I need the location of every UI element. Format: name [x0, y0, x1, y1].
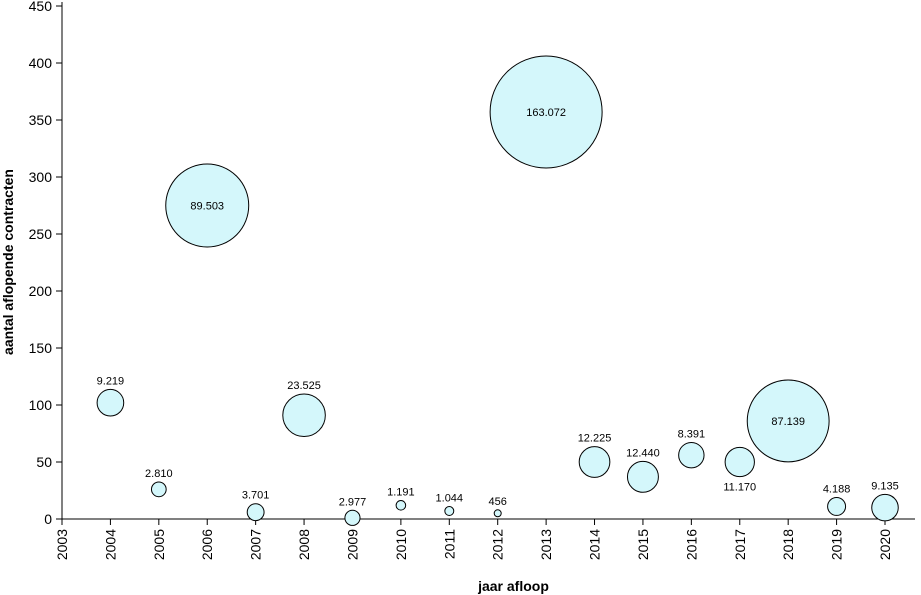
bubble [626, 460, 659, 493]
data-labels-group: 9.219 2.810 89.503 3.701 23.525 2.977 1.191 1.0… [97, 107, 899, 508]
data-label: 12.225 [578, 433, 612, 445]
bubble [282, 393, 326, 438]
data-label: 1.191 [387, 487, 415, 499]
x-tick-label: 2003 [54, 529, 70, 560]
y-tick-label: 450 [29, 0, 53, 14]
x-tick-label: 2019 [829, 529, 845, 560]
x-tick-label: 2005 [151, 529, 167, 560]
data-label: 163.072 [526, 107, 566, 119]
x-tick-label: 2020 [877, 529, 893, 560]
x-tick-label: 2017 [732, 529, 748, 560]
bubble [489, 55, 603, 169]
data-label: 23.525 [287, 380, 321, 392]
y-tick-label: 150 [29, 340, 53, 356]
x-tick-label: 2013 [538, 529, 554, 560]
bubble [150, 481, 167, 498]
x-tick-label: 2014 [587, 529, 603, 560]
data-label: 3.701 [242, 490, 270, 502]
x-tick-label: 2011 [441, 529, 457, 559]
data-label: 12.440 [626, 447, 660, 459]
y-axis-title: aantal aflopende contracten [0, 169, 16, 355]
x-tick-label: 2010 [393, 529, 409, 560]
data-label: 456 [489, 496, 507, 508]
y-tick-label: 50 [36, 454, 52, 470]
y-tick-label: 250 [29, 226, 53, 242]
bubble [746, 379, 830, 463]
x-tick-label: 2007 [248, 529, 264, 560]
bubble [827, 496, 847, 516]
bubble [871, 493, 899, 522]
data-label: 1.044 [436, 493, 464, 505]
bubble [395, 500, 407, 511]
data-label: 4.188 [823, 483, 851, 495]
y-tick-label: 350 [29, 112, 53, 128]
axes-group: 0 50 100 150 200 250 300 350 400 450 2003 2004 2005 2… [29, 0, 915, 560]
bubble [444, 506, 455, 517]
x-tick-label: 2006 [199, 529, 215, 560]
x-tick-label: 2015 [635, 529, 651, 560]
bubble [724, 446, 755, 478]
bubble [246, 503, 265, 522]
data-label: 87.139 [771, 416, 805, 428]
y-tick-label: 0 [44, 511, 52, 527]
data-label: 89.503 [190, 201, 224, 213]
bubble [344, 509, 361, 526]
y-tick-label: 300 [29, 169, 53, 185]
x-axis-title: jaar afloop [477, 578, 549, 594]
bubble [678, 441, 705, 469]
y-tick-label: 200 [29, 283, 53, 299]
x-tick-label: 2016 [683, 529, 699, 560]
data-label: 2.810 [145, 468, 173, 480]
x-tick-label: 2012 [490, 529, 506, 560]
bubble [493, 509, 502, 518]
y-tick-label: 100 [29, 397, 53, 413]
x-tick-label: 2008 [296, 529, 312, 560]
data-label: 2.977 [339, 496, 367, 508]
bubble [165, 163, 250, 248]
x-tick-label: 2018 [780, 529, 796, 560]
x-tick-label: 2004 [102, 529, 118, 560]
data-label: 9.135 [871, 480, 899, 492]
bubble [96, 388, 125, 417]
bubbles-group [96, 55, 899, 526]
y-tick-label: 400 [29, 55, 53, 71]
data-label: 9.219 [97, 375, 125, 387]
data-label: 8.391 [678, 428, 706, 440]
bubble [578, 446, 611, 478]
x-tick-label: 2009 [344, 529, 360, 560]
data-label: 11.170 [723, 482, 756, 494]
